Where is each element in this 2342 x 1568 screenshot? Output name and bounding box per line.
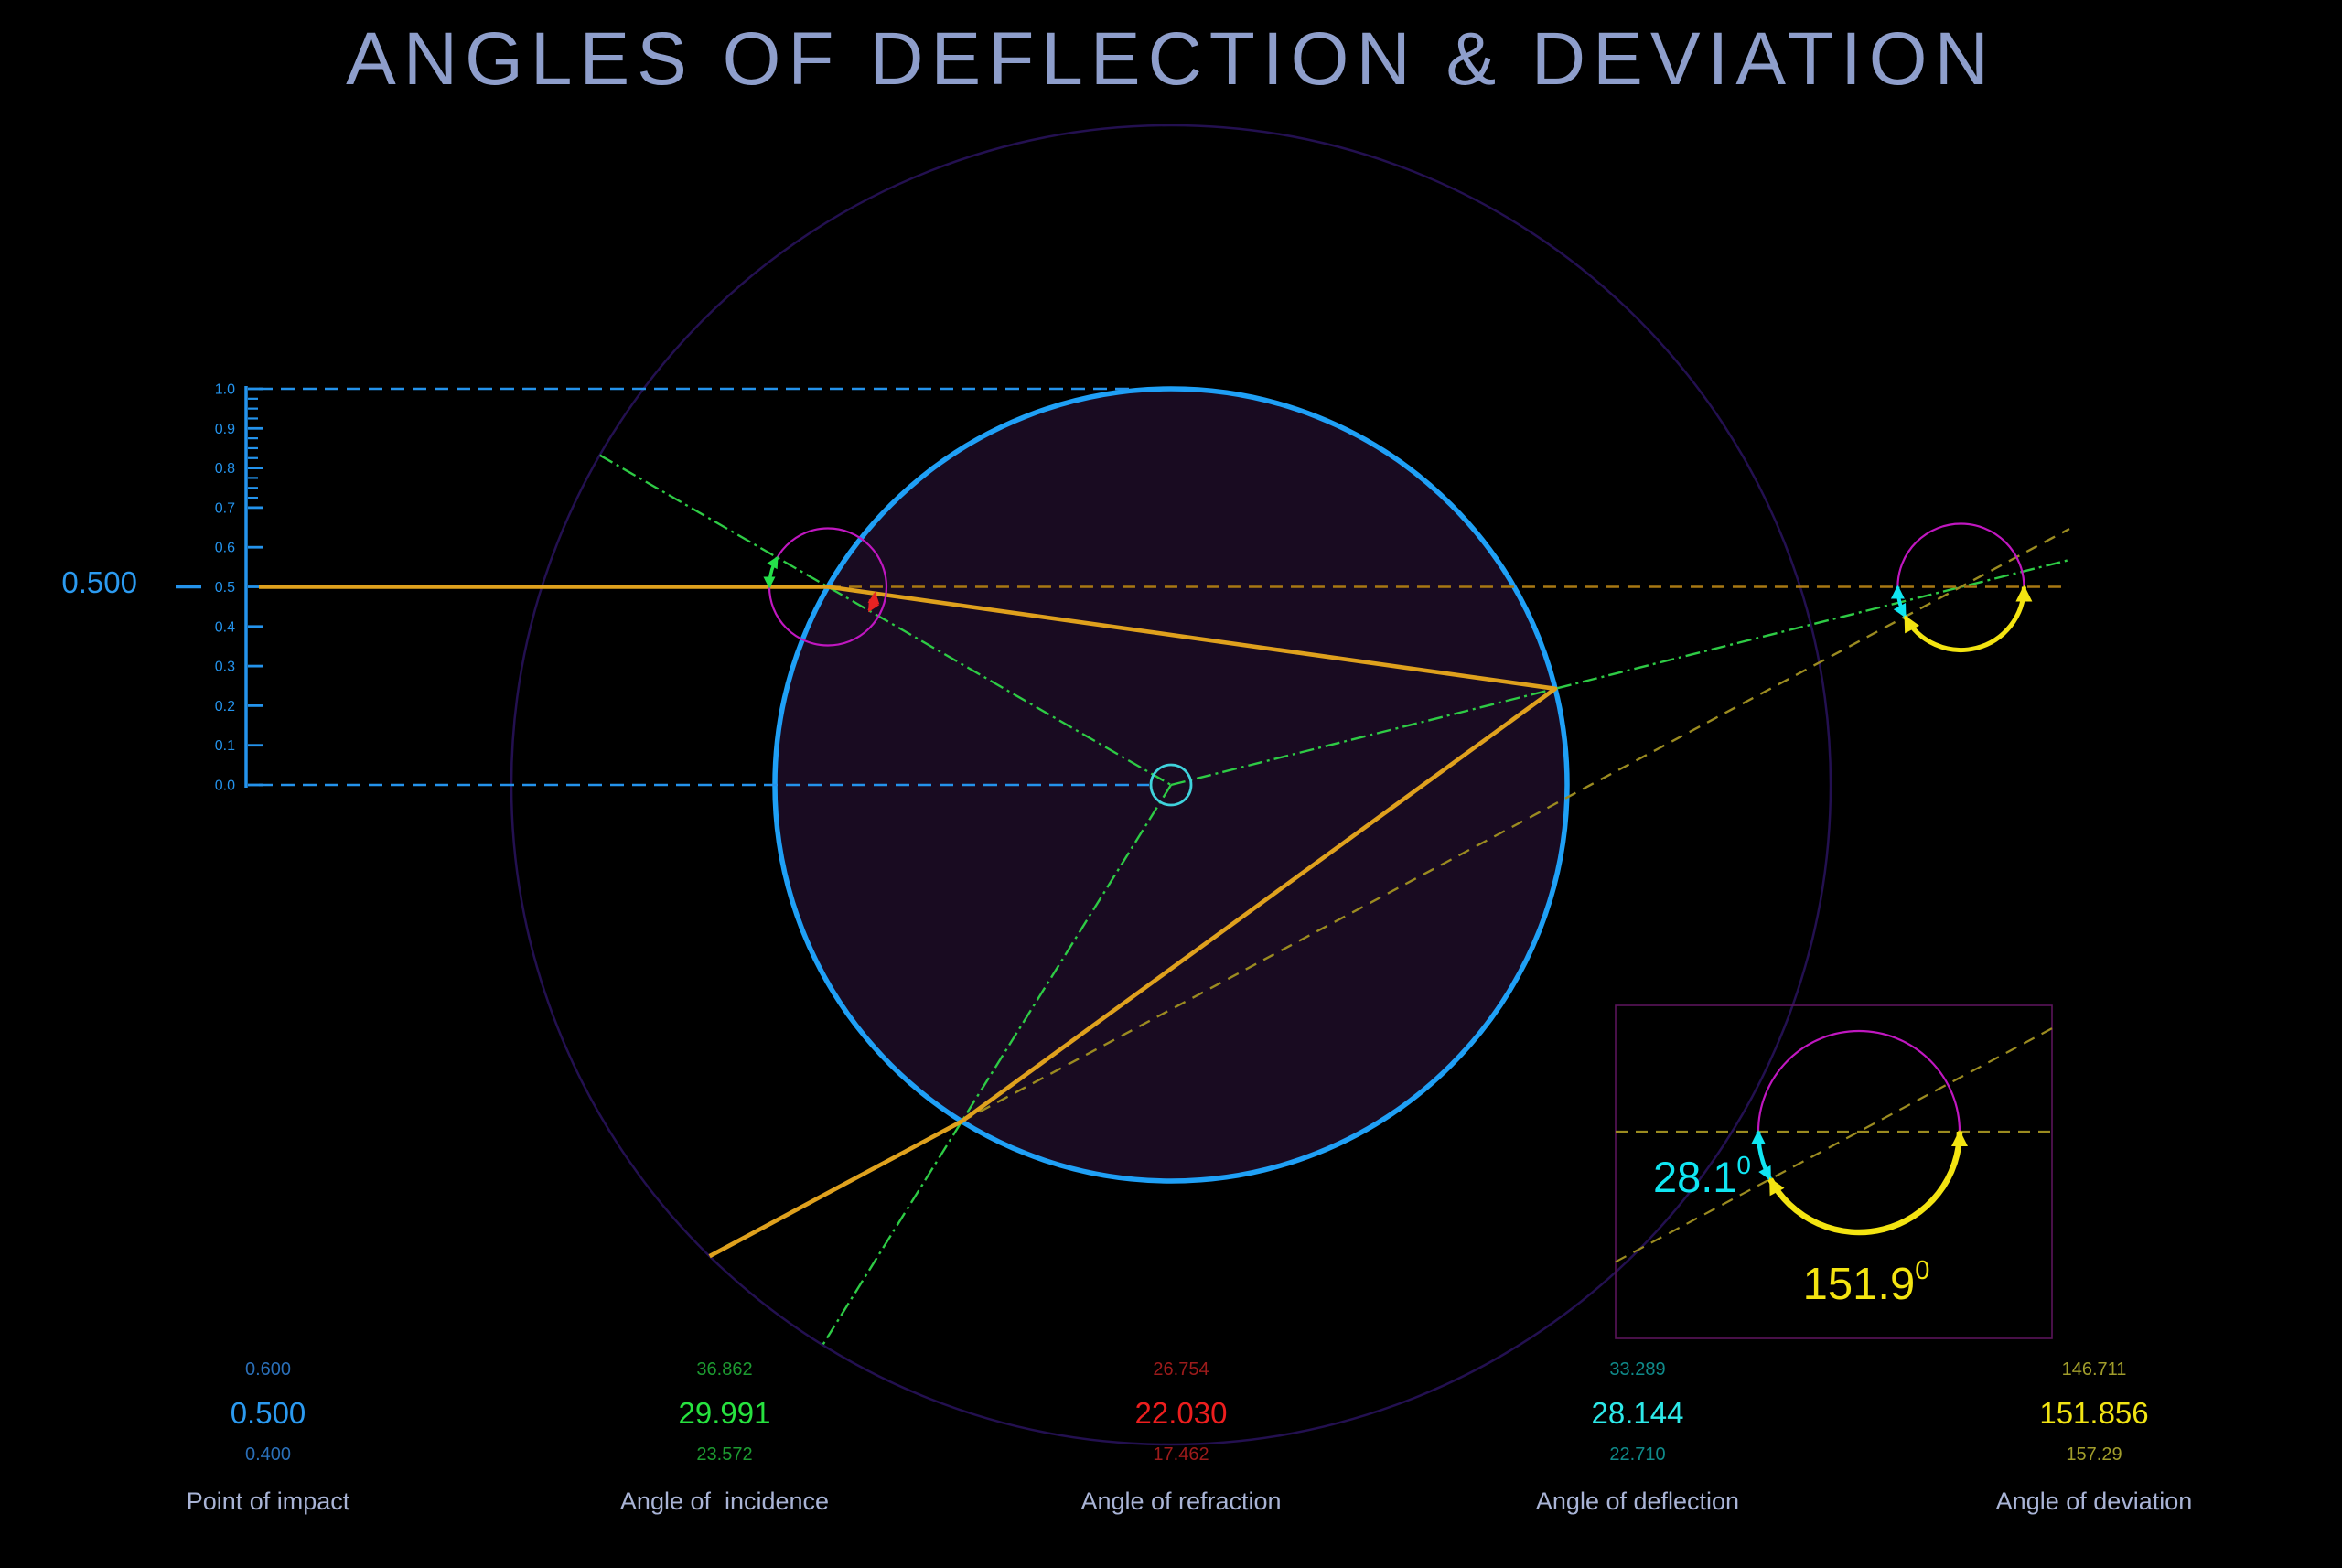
readout-below-value: 23.572: [696, 1444, 753, 1465]
scale-tick-label: 0.3: [215, 660, 235, 675]
readout-above-value: 33.289: [1609, 1359, 1666, 1380]
inset-deviation-label: 151.90: [1803, 1256, 1930, 1309]
normal-exit: [822, 784, 1173, 1346]
refraction-angle-arc: [867, 591, 880, 613]
exit-ray-extension-dashed: [961, 528, 2070, 1122]
scale-tick-label: 0.2: [215, 699, 235, 714]
inset-deflection-label: 28.10: [1653, 1151, 1751, 1201]
page-title: ANGLES OF DEFLECTION & DEVIATION: [346, 17, 1996, 101]
readout-below-value: 157.29: [2066, 1444, 2122, 1465]
light-ray-path: [259, 585, 1558, 1259]
readout-label: Angle of incidence: [619, 1487, 830, 1515]
scale-tick-label: 0.5: [215, 580, 235, 596]
scale-tick-label: 0.1: [215, 738, 235, 754]
scale-tick-label: 0.8: [215, 461, 235, 477]
impact-parameter-scale[interactable]: 1.0 0.9 0.8 0.7 0.6 0.5 0.4 0.3 0.2 0.1 0.0: [176, 382, 263, 794]
scale-tick-label: 0.0: [215, 779, 235, 794]
readout-label: Angle of deflection: [1535, 1487, 1740, 1515]
incidence-angle-arc: [763, 555, 779, 589]
readout-main-value: 28.144: [1591, 1396, 1684, 1430]
readout-column-deflection: 33.289 28.144 22.710 Angle of deflection: [1436, 1354, 1839, 1546]
readout-main-value: 22.030: [1134, 1396, 1228, 1430]
readout-below-value: 0.400: [244, 1444, 292, 1465]
readout-main-value: 29.991: [678, 1396, 771, 1430]
scale-tick-label: 1.0: [215, 382, 235, 398]
readout-above-value: 36.862: [696, 1359, 753, 1380]
readout-below-value: 22.710: [1609, 1444, 1666, 1465]
inset-border: [1615, 1004, 2053, 1339]
readout-column-deviation: 146.711 151.856 157.29 Angle of deviation: [1893, 1354, 2295, 1546]
readout-column-impact: 0.600 0.500 0.400 Point of impact: [67, 1354, 469, 1546]
readout-below-value: 17.462: [1153, 1444, 1209, 1465]
readout-above-value: 26.754: [1153, 1359, 1209, 1380]
readout-label: Angle of deviation: [1995, 1487, 2193, 1515]
impact-parameter-value[interactable]: 0.500: [61, 565, 137, 599]
inset-deviation-arc: [1767, 1130, 1968, 1236]
readout-label: Angle of refraction: [1080, 1487, 1282, 1515]
readout-column-incidence: 36.862 29.991 23.572 Angle of incidence: [523, 1354, 926, 1546]
scale-tick-label: 0.6: [215, 541, 235, 556]
deviation-angle-arc: [1903, 585, 2033, 652]
scale-tick-label: 0.9: [215, 422, 235, 437]
normal-entry: [598, 454, 1172, 787]
inset-deflection-arc: [1751, 1130, 1773, 1181]
readout-above-value: 146.711: [2061, 1359, 2127, 1380]
readout-above-value: 0.600: [244, 1359, 292, 1380]
scale-tick-label: 0.7: [215, 500, 235, 516]
readout-column-refraction: 26.754 22.030 17.462 Angle of refraction: [980, 1354, 1382, 1546]
readout-label: Point of impact: [186, 1487, 350, 1515]
inset-zoom-box: 28.10 151.90: [1615, 1004, 2053, 1339]
drop-center-circle: [1149, 763, 1193, 807]
readout-main-value: 0.500: [230, 1396, 306, 1430]
readout-main-value: 151.856: [2039, 1396, 2149, 1430]
scale-tick-label: 0.4: [215, 619, 235, 635]
